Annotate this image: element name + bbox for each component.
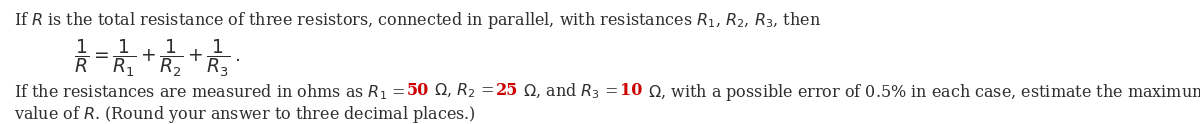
Text: $\dfrac{1}{R} = \dfrac{1}{R_1} + \dfrac{1}{R_2} + \dfrac{1}{R_3}\,.$: $\dfrac{1}{R} = \dfrac{1}{R_1} + \dfrac{… bbox=[74, 38, 240, 79]
Text: 50: 50 bbox=[407, 82, 430, 99]
Text: If $R$ is the total resistance of three resistors, connected in parallel, with r: If $R$ is the total resistance of three … bbox=[14, 10, 821, 31]
Text: If the resistances are measured in ohms as $R_1$ =: If the resistances are measured in ohms … bbox=[14, 82, 407, 102]
Text: 25: 25 bbox=[496, 82, 518, 99]
Text: $\Omega$, with a possible error of 0.5% in each case, estimate the maximum error: $\Omega$, with a possible error of 0.5% … bbox=[643, 82, 1200, 103]
Text: value of $R$. (Round your answer to three decimal places.): value of $R$. (Round your answer to thre… bbox=[14, 104, 476, 124]
Text: 10: 10 bbox=[620, 82, 643, 99]
Text: $\Omega$, and $R_3$ =: $\Omega$, and $R_3$ = bbox=[518, 82, 620, 101]
Text: $\Omega$, $R_2$ =: $\Omega$, $R_2$ = bbox=[430, 82, 496, 100]
